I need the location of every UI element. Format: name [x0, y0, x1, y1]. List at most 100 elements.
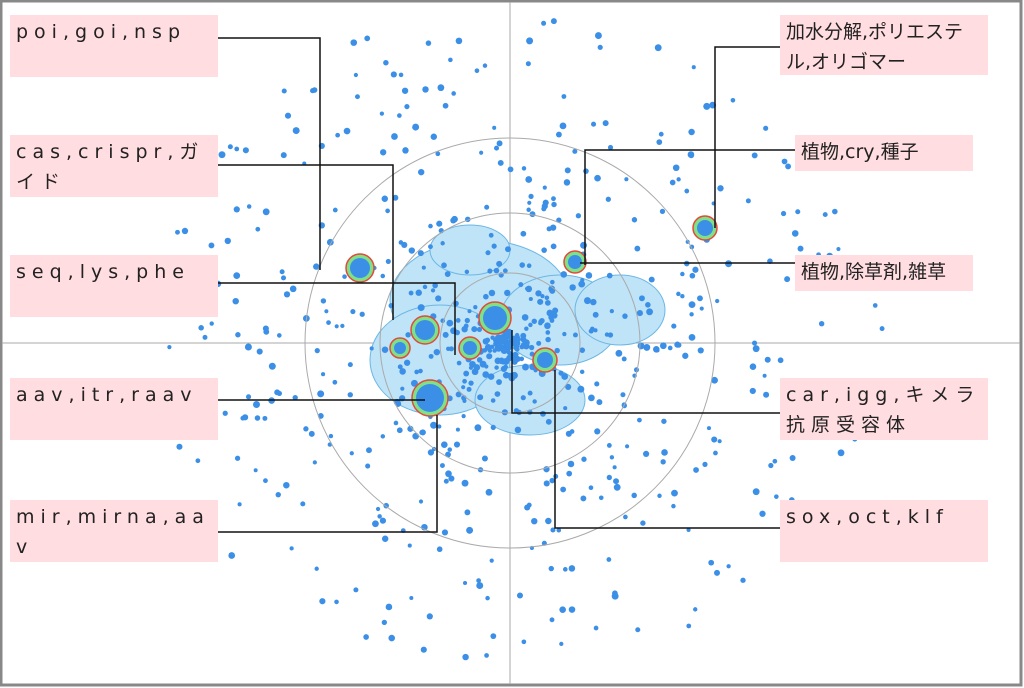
dot	[494, 391, 501, 397]
dot	[479, 150, 484, 155]
dot	[381, 195, 389, 202]
dot	[688, 128, 695, 136]
dot	[481, 455, 488, 462]
dot	[446, 346, 451, 351]
dot	[355, 94, 360, 100]
dot	[527, 390, 533, 396]
dot	[401, 241, 408, 249]
dot	[544, 322, 551, 330]
dot	[522, 339, 530, 347]
dot	[545, 517, 552, 525]
dot	[581, 456, 587, 462]
dot	[328, 433, 334, 439]
dot	[672, 164, 680, 172]
dot	[606, 557, 612, 562]
dot	[263, 328, 270, 335]
dot	[693, 607, 698, 612]
dot	[605, 196, 611, 202]
dot	[592, 311, 599, 318]
ring	[379, 212, 641, 474]
dot	[464, 317, 470, 324]
dot	[379, 517, 387, 524]
dot	[536, 340, 542, 346]
dot	[417, 250, 424, 257]
dot	[661, 418, 667, 424]
dot	[410, 379, 418, 387]
dot	[484, 653, 489, 658]
dot	[537, 298, 544, 305]
dot	[541, 206, 547, 212]
dot	[234, 455, 241, 461]
dot	[593, 328, 598, 333]
dot	[549, 318, 555, 323]
dot	[494, 365, 499, 370]
dot	[501, 409, 508, 416]
dot	[671, 323, 677, 329]
dot	[377, 514, 382, 519]
dot	[568, 565, 576, 572]
dot	[496, 140, 503, 147]
dot	[380, 149, 387, 156]
dot	[471, 326, 478, 333]
dot	[540, 293, 545, 299]
dot	[551, 196, 556, 202]
dot	[436, 546, 443, 553]
dot	[567, 460, 575, 468]
dot	[464, 509, 471, 516]
dot	[350, 308, 356, 315]
dot	[405, 332, 411, 338]
dot	[588, 485, 594, 491]
dot	[397, 113, 402, 118]
dot	[253, 468, 258, 473]
dot	[550, 243, 557, 250]
dot	[697, 295, 703, 302]
dot	[324, 309, 329, 314]
dot	[522, 363, 529, 371]
dot	[237, 502, 242, 507]
dot	[648, 276, 655, 283]
dot	[631, 492, 637, 499]
dot	[643, 450, 650, 457]
dot	[749, 363, 757, 370]
cluster-label: sox,oct,klf	[780, 500, 988, 562]
dot	[313, 263, 320, 270]
dot	[526, 263, 532, 269]
dot	[609, 308, 614, 314]
dot	[326, 320, 331, 325]
dot	[493, 267, 500, 274]
dot	[583, 168, 589, 174]
dot	[544, 299, 551, 306]
dot	[483, 293, 489, 300]
dot	[289, 546, 294, 551]
dot	[656, 139, 663, 145]
dot	[598, 495, 604, 501]
dot	[657, 493, 662, 498]
dot	[492, 125, 497, 130]
dot	[366, 447, 372, 454]
dot	[579, 347, 586, 353]
dot	[693, 467, 699, 473]
dot	[455, 318, 461, 323]
dot	[334, 599, 339, 605]
dot	[613, 478, 620, 485]
dot	[691, 65, 696, 70]
dot	[751, 152, 758, 159]
dot	[711, 436, 718, 443]
hotspot-core	[463, 341, 477, 355]
dot	[461, 414, 466, 419]
dot	[597, 44, 603, 50]
dot	[549, 287, 556, 294]
dot	[745, 198, 751, 204]
dot	[430, 288, 436, 293]
dot	[528, 322, 533, 328]
dot	[507, 166, 514, 173]
dot	[363, 634, 369, 640]
dot	[752, 345, 760, 353]
dot	[482, 338, 489, 345]
dot	[688, 333, 696, 341]
dot	[372, 520, 379, 528]
dot	[450, 327, 457, 335]
dot	[498, 357, 505, 365]
dot	[527, 200, 532, 205]
